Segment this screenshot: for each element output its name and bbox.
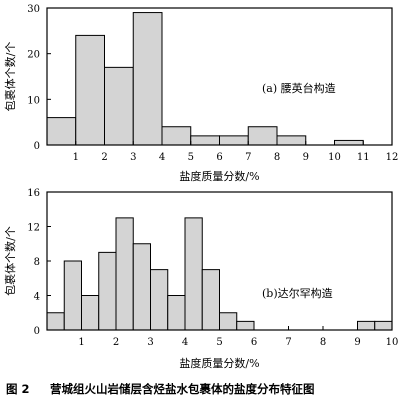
- panel-b-bar-12: [357, 320, 376, 331]
- panel-a-ytick-label-3: 30: [27, 4, 40, 15]
- panel-b-xtick-label-8: 9: [354, 337, 360, 348]
- panel-a-bar-9: [334, 139, 364, 146]
- panel-a-bar-5: [190, 135, 220, 146]
- panel-b-xtick-label-2: 3: [147, 337, 153, 348]
- panel-a-xtick-label-2: 3: [130, 152, 136, 163]
- panel-b-bar-13: [374, 320, 393, 331]
- panel-b-bar-2: [81, 295, 100, 331]
- panel-b-xtick-label-7: 8: [320, 337, 326, 348]
- panel-a-bar-7: [247, 126, 278, 146]
- panel-a-xtick-label-1: 2: [101, 152, 107, 163]
- panel-b-bar-10: [219, 312, 238, 331]
- panel-b-ytick-label-0: 0: [34, 326, 40, 337]
- panel-b-annotation: (b)达尔罕构造: [262, 286, 333, 300]
- panel-a-xtick-label-0: 1: [73, 152, 79, 163]
- panel-a-bar-0: [46, 117, 77, 146]
- panel-a-xtick-label-3: 4: [159, 152, 165, 163]
- panel-b-bar-1: [63, 260, 82, 331]
- panel-b-ytick-label-3: 12: [27, 223, 40, 234]
- figure-caption-text: 营城组火山岩储层含烃盐水包裹体的盐度分布特征图: [50, 382, 315, 396]
- panel-b-bar-8: [184, 217, 203, 331]
- panel-a-xtick-label-6: 7: [245, 152, 251, 163]
- panel-a-bar-2: [104, 66, 134, 146]
- panel-a-xtick-label-4: 5: [188, 152, 194, 163]
- panel-a-ytick-label-0: 0: [34, 141, 40, 152]
- panel-b-bar-7: [167, 295, 186, 331]
- panel-a-ytick-label-1: 10: [27, 95, 40, 106]
- panel-b-xtick-label-6: 7: [285, 337, 291, 348]
- panel-b-xtick-label-0: 1: [78, 337, 84, 348]
- panel-b-ytick-label-2: 8: [34, 257, 40, 268]
- panel-b-xtick-label-3: 4: [182, 337, 188, 348]
- panel-b-bar-11: [236, 320, 255, 331]
- panel-a-xtick-label-7: 8: [274, 152, 280, 163]
- panel-b-bar-3: [98, 251, 117, 331]
- panel-a-bar-6: [219, 135, 249, 146]
- panel-b-xtick-label-9: 10: [386, 337, 399, 348]
- panel-a-xtick-label-10: 11: [357, 152, 370, 163]
- panel-a-bar-8: [276, 135, 307, 146]
- panel-b-xtick-label-4: 5: [216, 337, 222, 348]
- panel-a-xtick-label-11: 12: [386, 152, 399, 163]
- panel-a-annotation: (a) 腰英台构造: [262, 81, 336, 95]
- panel-b-bar-9: [201, 269, 220, 331]
- panel-b-bar-0: [46, 312, 65, 331]
- panel-a-xtick-label-5: 6: [216, 152, 222, 163]
- panel-b-xtick-label-5: 6: [251, 337, 257, 348]
- figure-caption-label: 图 2: [6, 382, 30, 396]
- panel-a-xaxis-title: 盐度质量分数/%: [179, 169, 259, 183]
- panel-a-ytick-label-2: 20: [27, 50, 40, 61]
- panel-a-bar-1: [75, 34, 105, 146]
- panel-b-bar-4: [115, 217, 134, 331]
- panel-a-bar-4: [161, 126, 192, 146]
- panel-b-xaxis-title: 盐度质量分数/%: [179, 356, 259, 370]
- panel-a-xtick-label-9: 10: [328, 152, 341, 163]
- panel-b-bar-5: [132, 243, 151, 331]
- panel-b-ytick-label-4: 16: [27, 188, 40, 199]
- panel-a-xtick-label-8: 9: [303, 152, 309, 163]
- panel-b-bar-6: [150, 269, 169, 331]
- panel-a-bar-3: [132, 12, 163, 146]
- panel-b-ytick-label-1: 4: [34, 292, 40, 303]
- panel-b-xtick-label-1: 2: [113, 337, 119, 348]
- panel-a-yaxis-title: 包裹体个数/个: [3, 42, 17, 112]
- panel-b-yaxis-title: 包裹体个数/个: [3, 226, 17, 296]
